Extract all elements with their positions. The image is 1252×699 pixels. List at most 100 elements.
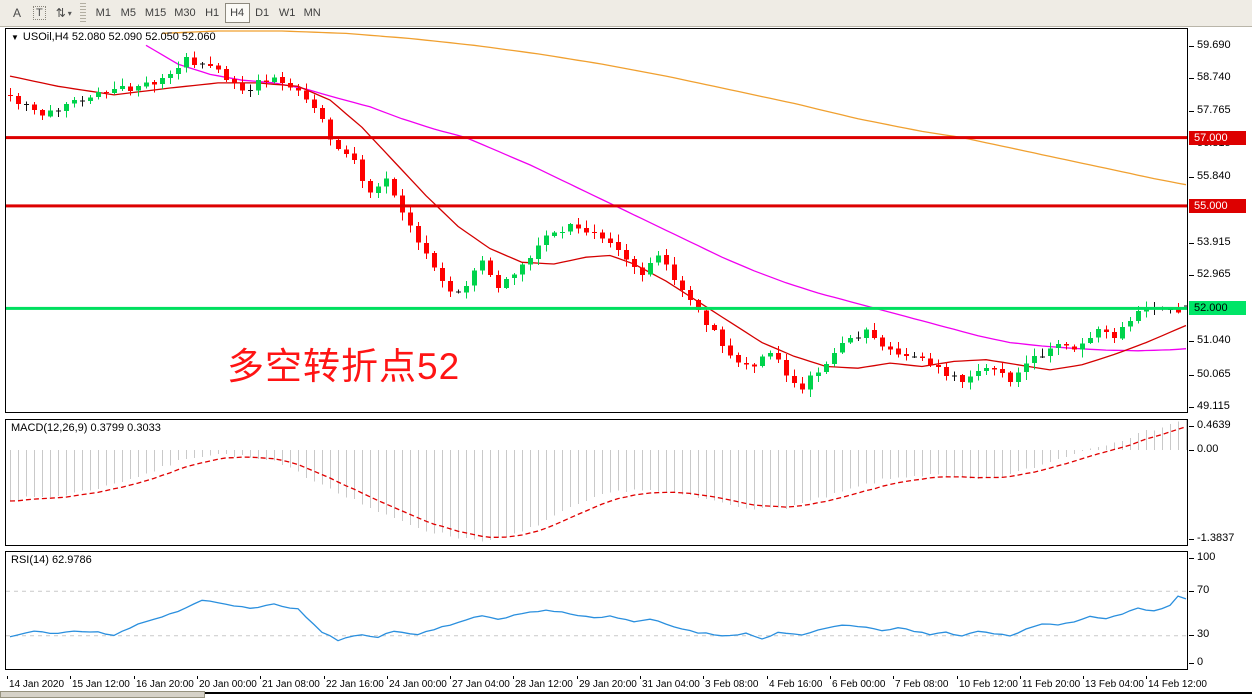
rsi-tick-tick bbox=[1189, 635, 1194, 636]
price-tick-label: 51.040 bbox=[1197, 334, 1231, 346]
rsi-tick-tick bbox=[1189, 558, 1194, 559]
price-line-flag-57.000: 57.000 bbox=[1189, 131, 1246, 145]
price-tick-tick bbox=[1189, 177, 1194, 178]
rsi-line bbox=[9, 595, 1187, 642]
price-tick-tick bbox=[1189, 407, 1194, 408]
time-tick bbox=[767, 676, 768, 679]
time-tick bbox=[703, 676, 704, 679]
time-tick bbox=[1083, 676, 1084, 679]
time-tick bbox=[70, 676, 71, 679]
price-tick-tick bbox=[1189, 111, 1194, 112]
price-tick-label: 52.965 bbox=[1197, 268, 1231, 280]
macd-tick-tick bbox=[1189, 539, 1194, 540]
time-label: 29 Jan 20:00 bbox=[579, 679, 637, 690]
time-tick bbox=[830, 676, 831, 679]
horizontal-scrollbar-thumb[interactable] bbox=[0, 691, 205, 698]
timeframe-button-m5[interactable]: M5 bbox=[120, 7, 136, 19]
timeframe-button-mn[interactable]: MN bbox=[303, 7, 321, 19]
time-label: 14 Feb 12:00 bbox=[1148, 679, 1207, 690]
time-label: 24 Jan 00:00 bbox=[389, 679, 447, 690]
time-label: 4 Feb 16:00 bbox=[769, 679, 823, 690]
price-tick-tick bbox=[1189, 341, 1194, 342]
toolbar-grip[interactable] bbox=[79, 3, 86, 23]
macd-label: MACD(12,26,9) 0.3799 0.3033 bbox=[11, 422, 161, 434]
timeframe-button-m30[interactable]: M30 bbox=[174, 7, 196, 19]
price-chart-pane: ▼ USOil,H4 52.080 52.090 52.050 52.060 bbox=[5, 28, 1188, 413]
time-tick bbox=[324, 676, 325, 679]
price-tick-label: 50.065 bbox=[1197, 368, 1231, 380]
price-tick-tick bbox=[1189, 46, 1194, 47]
timeframe-button-m15[interactable]: M15 bbox=[144, 7, 167, 19]
macd-tick-label: 0.4639 bbox=[1197, 419, 1231, 431]
text-label-tool-button[interactable]: A bbox=[12, 6, 21, 20]
time-tick bbox=[640, 676, 641, 679]
chart-toolbar: A T ⇅ ▾ M1 M5 M15 M30 H1 H4 D1 W1 MN bbox=[0, 0, 1252, 27]
rsi-indicator-pane: RSI(14) 62.9786 bbox=[5, 551, 1188, 670]
price-tick-label: 49.115 bbox=[1197, 400, 1230, 412]
time-label: 27 Jan 04:00 bbox=[452, 679, 510, 690]
time-tick bbox=[893, 676, 894, 679]
time-tick bbox=[7, 676, 8, 679]
rsi-label: RSI(14) 62.9786 bbox=[11, 554, 92, 566]
price-tick-tick bbox=[1189, 275, 1194, 276]
price-tick-label: 55.840 bbox=[1197, 170, 1231, 182]
horizontal-price-lines[interactable] bbox=[6, 136, 1187, 310]
price-tick-label: 58.740 bbox=[1197, 71, 1231, 83]
rsi-tick-label: 0 bbox=[1197, 656, 1204, 668]
macd-chart[interactable] bbox=[6, 420, 1187, 545]
macd-histogram bbox=[10, 420, 1187, 542]
time-tick bbox=[197, 676, 198, 679]
chart-title: ▼ USOil,H4 52.080 52.090 52.050 52.060 bbox=[11, 31, 216, 43]
macd-signal-line bbox=[9, 426, 1187, 538]
timeframe-button-h4[interactable]: H4 bbox=[224, 3, 250, 23]
time-label: 28 Jan 12:00 bbox=[515, 679, 573, 690]
candles bbox=[8, 51, 1187, 397]
time-label: 13 Feb 04:00 bbox=[1085, 679, 1144, 690]
time-tick bbox=[260, 676, 261, 679]
time-tick bbox=[134, 676, 135, 679]
macd-indicator-pane: MACD(12,26,9) 0.3799 0.3033 bbox=[5, 419, 1188, 546]
macd-tick-tick bbox=[1189, 426, 1194, 427]
time-tick bbox=[387, 676, 388, 679]
moving-average-lines bbox=[9, 30, 1187, 371]
time-tick bbox=[957, 676, 958, 679]
time-label: 20 Jan 00:00 bbox=[199, 679, 257, 690]
arrange-tool-button[interactable]: ⇅ ▾ bbox=[55, 6, 72, 20]
macd-tick-tick bbox=[1189, 450, 1194, 451]
time-label: 31 Jan 04:00 bbox=[642, 679, 700, 690]
time-label: 22 Jan 16:00 bbox=[326, 679, 384, 690]
candlestick-chart[interactable] bbox=[6, 29, 1187, 412]
time-label: 3 Feb 08:00 bbox=[705, 679, 759, 690]
timeframe-button-m1[interactable]: M1 bbox=[95, 7, 111, 19]
price-tick-tick bbox=[1189, 78, 1194, 79]
time-tick bbox=[577, 676, 578, 679]
chart-annotation-text: 多空转折点52 bbox=[227, 346, 461, 387]
time-tick bbox=[1020, 676, 1021, 679]
rsi-chart[interactable] bbox=[6, 552, 1187, 669]
time-axis[interactable]: 14 Jan 2020 15 Jan 12:00 16 Jan 20:00 20 Ja… bbox=[5, 676, 1207, 692]
rsi-tick-tick bbox=[1189, 591, 1194, 592]
price-line-flag-52.000: 52.000 bbox=[1189, 301, 1246, 315]
timeframe-button-d1[interactable]: D1 bbox=[255, 7, 270, 19]
time-label: 7 Feb 08:00 bbox=[895, 679, 949, 690]
time-label: 14 Jan 2020 bbox=[9, 679, 65, 690]
timeframe-button-w1[interactable]: W1 bbox=[278, 7, 296, 19]
text-frame-tool-button[interactable]: T bbox=[28, 3, 51, 23]
time-label: 11 Feb 20:00 bbox=[1022, 679, 1081, 690]
time-tick bbox=[1146, 676, 1147, 679]
timeframe-button-h1[interactable]: H1 bbox=[205, 7, 220, 19]
macd-tick-label: -1.3837 bbox=[1197, 532, 1235, 544]
rsi-tick-label: 100 bbox=[1197, 551, 1216, 563]
macd-tick-label: 0.00 bbox=[1197, 443, 1219, 455]
time-tick bbox=[450, 676, 451, 679]
price-tick-tick bbox=[1189, 375, 1194, 376]
time-label: 6 Feb 00:00 bbox=[832, 679, 886, 690]
chart-collapse-icon[interactable]: ▼ bbox=[11, 33, 19, 42]
rsi-tick-label: 70 bbox=[1197, 584, 1210, 596]
price-tick-label: 53.915 bbox=[1197, 236, 1231, 248]
chart-title-text: USOil,H4 52.080 52.090 52.050 52.060 bbox=[22, 31, 216, 43]
time-tick bbox=[513, 676, 514, 679]
time-label: 10 Feb 12:00 bbox=[959, 679, 1018, 690]
price-line-flag-55.000: 55.000 bbox=[1189, 199, 1246, 213]
price-tick-label: 59.690 bbox=[1197, 39, 1231, 51]
